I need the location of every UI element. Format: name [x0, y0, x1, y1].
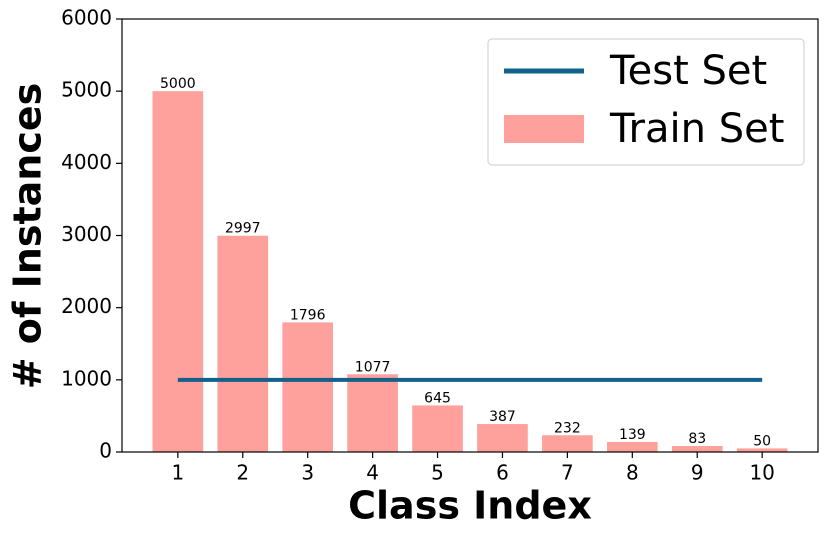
- plot-frame: [121, 18, 819, 453]
- x-tick-label: 9: [691, 461, 704, 485]
- bar: [347, 374, 398, 452]
- y-tick-label: 5000: [61, 78, 112, 102]
- value-label: 50: [753, 433, 771, 449]
- value-label: 232: [554, 420, 581, 436]
- bar: [282, 322, 334, 452]
- value-label: 387: [489, 409, 516, 425]
- legend-swatch: [504, 115, 584, 143]
- y-tick-label: 2000: [61, 294, 112, 318]
- x-tick-label: 5: [431, 461, 444, 485]
- x-tick-label: 2: [236, 461, 249, 485]
- value-label: 1077: [355, 359, 391, 375]
- x-axis-label: Class Index: [348, 484, 592, 528]
- bar: [217, 235, 269, 452]
- value-label: 645: [424, 390, 451, 406]
- y-tick-label: 0: [99, 439, 112, 463]
- y-axis-label: # of Instances: [6, 83, 50, 390]
- legend-label: Train Set: [609, 106, 784, 152]
- x-tick-label: 3: [301, 461, 314, 485]
- legend-label: Test Set: [609, 48, 767, 94]
- bar: [152, 91, 204, 453]
- value-label: 2997: [225, 221, 261, 237]
- x-tick-label: 6: [496, 461, 509, 485]
- x-tick-label: 4: [366, 461, 379, 485]
- value-label: 83: [688, 431, 706, 447]
- x-tick-label: 10: [749, 461, 774, 485]
- value-label: 139: [619, 427, 646, 443]
- bar: [542, 435, 593, 452]
- bar: [736, 448, 788, 452]
- x-tick-label: 7: [561, 461, 574, 485]
- bar: [477, 424, 528, 452]
- bar: [606, 441, 658, 452]
- y-tick-label: 3000: [61, 222, 112, 246]
- value-label: 5000: [160, 76, 196, 92]
- x-tick-label: 8: [626, 461, 639, 485]
- value-label: 1796: [290, 307, 326, 323]
- y-tick-label: 4000: [61, 150, 112, 174]
- x-tick-label: 1: [171, 461, 184, 485]
- legend: Test Set Train Set: [487, 38, 805, 166]
- bar: [412, 405, 463, 452]
- y-tick-label: 6000: [61, 6, 112, 30]
- bar: [671, 446, 723, 452]
- y-tick-label: 1000: [61, 366, 112, 390]
